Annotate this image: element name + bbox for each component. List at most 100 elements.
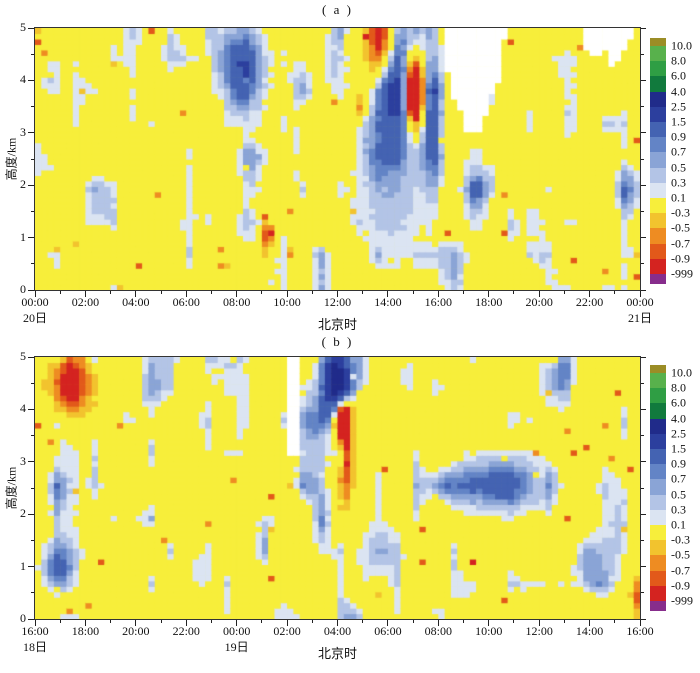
colorbar-tick-label: 0.9: [671, 129, 686, 144]
y-tick-label: 5: [20, 20, 26, 34]
colorbar-tick-label: 6.0: [671, 395, 686, 410]
panel-b-heatmap: [35, 357, 640, 619]
colorbar-tick-label: -0.7: [671, 236, 690, 251]
y-tick-label: 0: [20, 611, 26, 625]
colorbar-segment: [650, 243, 666, 260]
y-tick-left: [28, 132, 34, 134]
x-tick: [84, 291, 86, 297]
x-tick: [110, 291, 112, 294]
x-tick: [362, 291, 364, 294]
colorbar-segment: [650, 365, 666, 374]
colorbar-segment: [650, 167, 666, 184]
x-tick: [160, 620, 162, 623]
colorbar-tick-label: 6.0: [671, 68, 686, 83]
x-tick: [488, 291, 490, 297]
colorbar-segment: [650, 418, 666, 435]
x-day-label: 21日: [627, 311, 652, 325]
x-tick-label: 10:00: [475, 624, 503, 638]
colorbar-segment: [650, 601, 666, 611]
x-tick: [84, 620, 86, 626]
y-tick-right: [641, 539, 644, 541]
colorbar-segment: [650, 106, 666, 123]
x-tick: [488, 620, 490, 626]
y-tick-label: 4: [20, 72, 26, 87]
colorbar-segment: [650, 213, 666, 229]
x-tick-label: 12:00: [525, 624, 553, 638]
y-tick-right: [641, 513, 646, 515]
y-tick-left: [31, 106, 34, 108]
x-tick: [34, 291, 36, 297]
x-tick-label: 06:00: [172, 295, 200, 309]
y-tick-right: [641, 566, 646, 568]
x-tick: [135, 620, 137, 626]
y-tick-right: [641, 79, 646, 81]
colorbar-segment: [650, 525, 666, 541]
y-tick-right: [641, 382, 644, 384]
y-tick-left: [31, 435, 34, 437]
colorbar-segment: [650, 61, 666, 77]
y-tick-label: 0: [20, 282, 26, 296]
y-tick-left: [31, 210, 34, 212]
y-tick-right: [641, 237, 646, 239]
x-tick-label: 14:00: [374, 295, 402, 309]
colorbar-segment: [650, 449, 666, 465]
x-tick: [538, 291, 540, 297]
x-tick: [463, 620, 465, 623]
colorbar-tick-label: 0.5: [671, 487, 686, 502]
x-tick: [110, 620, 112, 623]
y-tick-right: [641, 289, 646, 291]
colorbar-segment: [650, 540, 666, 556]
x-tick: [135, 291, 137, 297]
colorbar-segment: [650, 388, 666, 404]
colorbar-segment: [650, 274, 666, 284]
x-tick-label: 18:00: [71, 624, 100, 638]
colorbar-segment: [650, 38, 666, 47]
colorbar-tick-label: 10.0: [671, 365, 692, 380]
y-tick-right: [641, 408, 646, 410]
y-tick-right: [641, 158, 644, 160]
x-tick: [639, 620, 641, 626]
colorbar-tick-label: 0.5: [671, 160, 686, 175]
colorbar-segment: [650, 555, 666, 572]
x-tick-label: 10:00: [273, 295, 301, 309]
y-tick-label: 1: [20, 558, 26, 573]
y-tick-right: [641, 592, 644, 594]
colorbar-tick-label: 4.0: [671, 84, 686, 99]
y-tick-left: [31, 263, 34, 265]
colorbar-tick-label: 0.3: [671, 502, 686, 517]
colorbar-segment: [650, 258, 666, 275]
x-tick: [311, 620, 313, 623]
panel-b-x-axis-label: 北京时: [317, 646, 357, 661]
y-tick-right: [641, 132, 646, 134]
y-tick-left: [28, 513, 34, 515]
y-tick-left: [28, 408, 34, 410]
colorbar-segment: [650, 46, 666, 62]
x-tick-label: 20:00: [525, 295, 553, 309]
x-day-label: 20日: [22, 311, 47, 325]
colorbar-tick-label: 0.7: [671, 471, 686, 486]
x-tick: [236, 620, 238, 626]
colorbar-tick-label: -0.7: [671, 563, 690, 578]
y-tick-label: 5: [20, 349, 26, 363]
x-tick-label: 16:00: [424, 295, 452, 309]
x-tick-label: 18:00: [475, 295, 503, 309]
colorbar-tick-label: -0.5: [671, 547, 690, 562]
colorbar-segment: [650, 494, 666, 511]
y-tick-label: 1: [20, 229, 26, 244]
panel-a-y-axis-label: 高度/km: [4, 137, 19, 181]
x-tick: [286, 620, 288, 626]
y-tick-right: [641, 27, 646, 29]
x-tick-label: 14:00: [575, 624, 604, 638]
colorbar-tick-label: 10.0: [671, 38, 692, 53]
x-tick-label: 16:00: [626, 624, 654, 638]
x-tick: [614, 620, 616, 623]
y-tick-label: 2: [20, 506, 26, 521]
x-tick: [59, 291, 61, 294]
panel-a-x-axis-label: 北京时: [317, 317, 357, 332]
panel-a-title: ( a ): [322, 2, 353, 17]
y-tick-right: [641, 435, 644, 437]
x-tick: [589, 291, 591, 297]
colorbar-tick-label: 8.0: [671, 53, 686, 68]
y-tick-right: [641, 53, 644, 55]
